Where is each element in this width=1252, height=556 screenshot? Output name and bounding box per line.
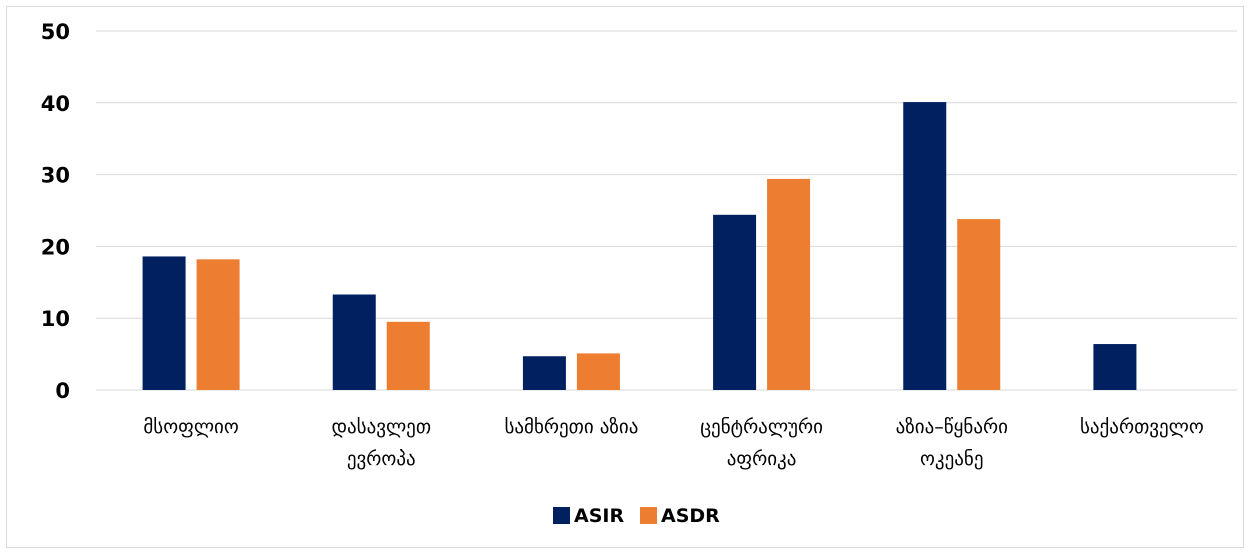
x-tick-label: საქართველო <box>1080 416 1204 438</box>
y-tick-label: 10 <box>41 307 70 331</box>
x-tick-label-line: აფრიკა <box>727 448 797 470</box>
bar-asdr-0 <box>196 259 240 390</box>
x-tick-label-line: საქართველო <box>1080 416 1204 438</box>
bar-asdr-1 <box>386 321 430 390</box>
bar-asir-4 <box>903 102 947 390</box>
bar-asdr-4 <box>957 219 1001 390</box>
legend-label-asdr: ASDR <box>661 505 720 527</box>
bar-asir-1 <box>332 294 376 390</box>
gridlines <box>96 30 1237 391</box>
legend-swatch-asdr <box>640 507 657 524</box>
legend-label-asir: ASIR <box>574 505 624 527</box>
bar-asir-3 <box>713 214 757 390</box>
x-tick-label-line: მსოფლიო <box>143 416 239 438</box>
bars <box>142 102 1137 390</box>
y-tick-label: 30 <box>41 164 70 188</box>
y-tick-label: 50 <box>41 20 70 44</box>
y-tick-label: 0 <box>55 379 70 403</box>
x-tick-label-line: სამხრეთი აზია <box>504 416 638 438</box>
y-tick-label: 40 <box>41 92 70 116</box>
y-axis-ticks: 0 10 20 30 40 50 <box>41 20 70 403</box>
x-tick-label: ცენტრალური აფრიკა <box>700 416 823 470</box>
bar-asdr-3 <box>767 178 811 390</box>
bar-asdr-2 <box>576 353 620 390</box>
x-tick-label: აზია–წყნარი ოკეანე <box>896 416 1008 470</box>
bar-asir-0 <box>142 256 186 390</box>
x-tick-label-line: ცენტრალური <box>700 416 823 438</box>
x-tick-label-line: აზია–წყნარი <box>896 416 1008 438</box>
y-tick-label: 20 <box>41 235 70 259</box>
x-tick-label-line: ევროპა <box>347 448 416 470</box>
legend: ASIR ASDR <box>553 505 720 527</box>
bar-asir-5 <box>1093 344 1137 390</box>
x-tick-label: დასავლეთ ევროპა <box>331 416 431 470</box>
x-tick-label-line: ოკეანე <box>920 448 984 470</box>
x-tick-label-line: დასავლეთ <box>331 416 431 438</box>
x-axis-ticks: მსოფლიო დასავლეთ ევროპა სამხრეთი აზია ცენტრა… <box>143 416 1204 470</box>
x-tick-label: სამხრეთი აზია <box>504 416 638 438</box>
x-tick-label: მსოფლიო <box>143 416 239 438</box>
bar-asir-2 <box>522 356 566 390</box>
legend-swatch-asir <box>553 507 570 524</box>
